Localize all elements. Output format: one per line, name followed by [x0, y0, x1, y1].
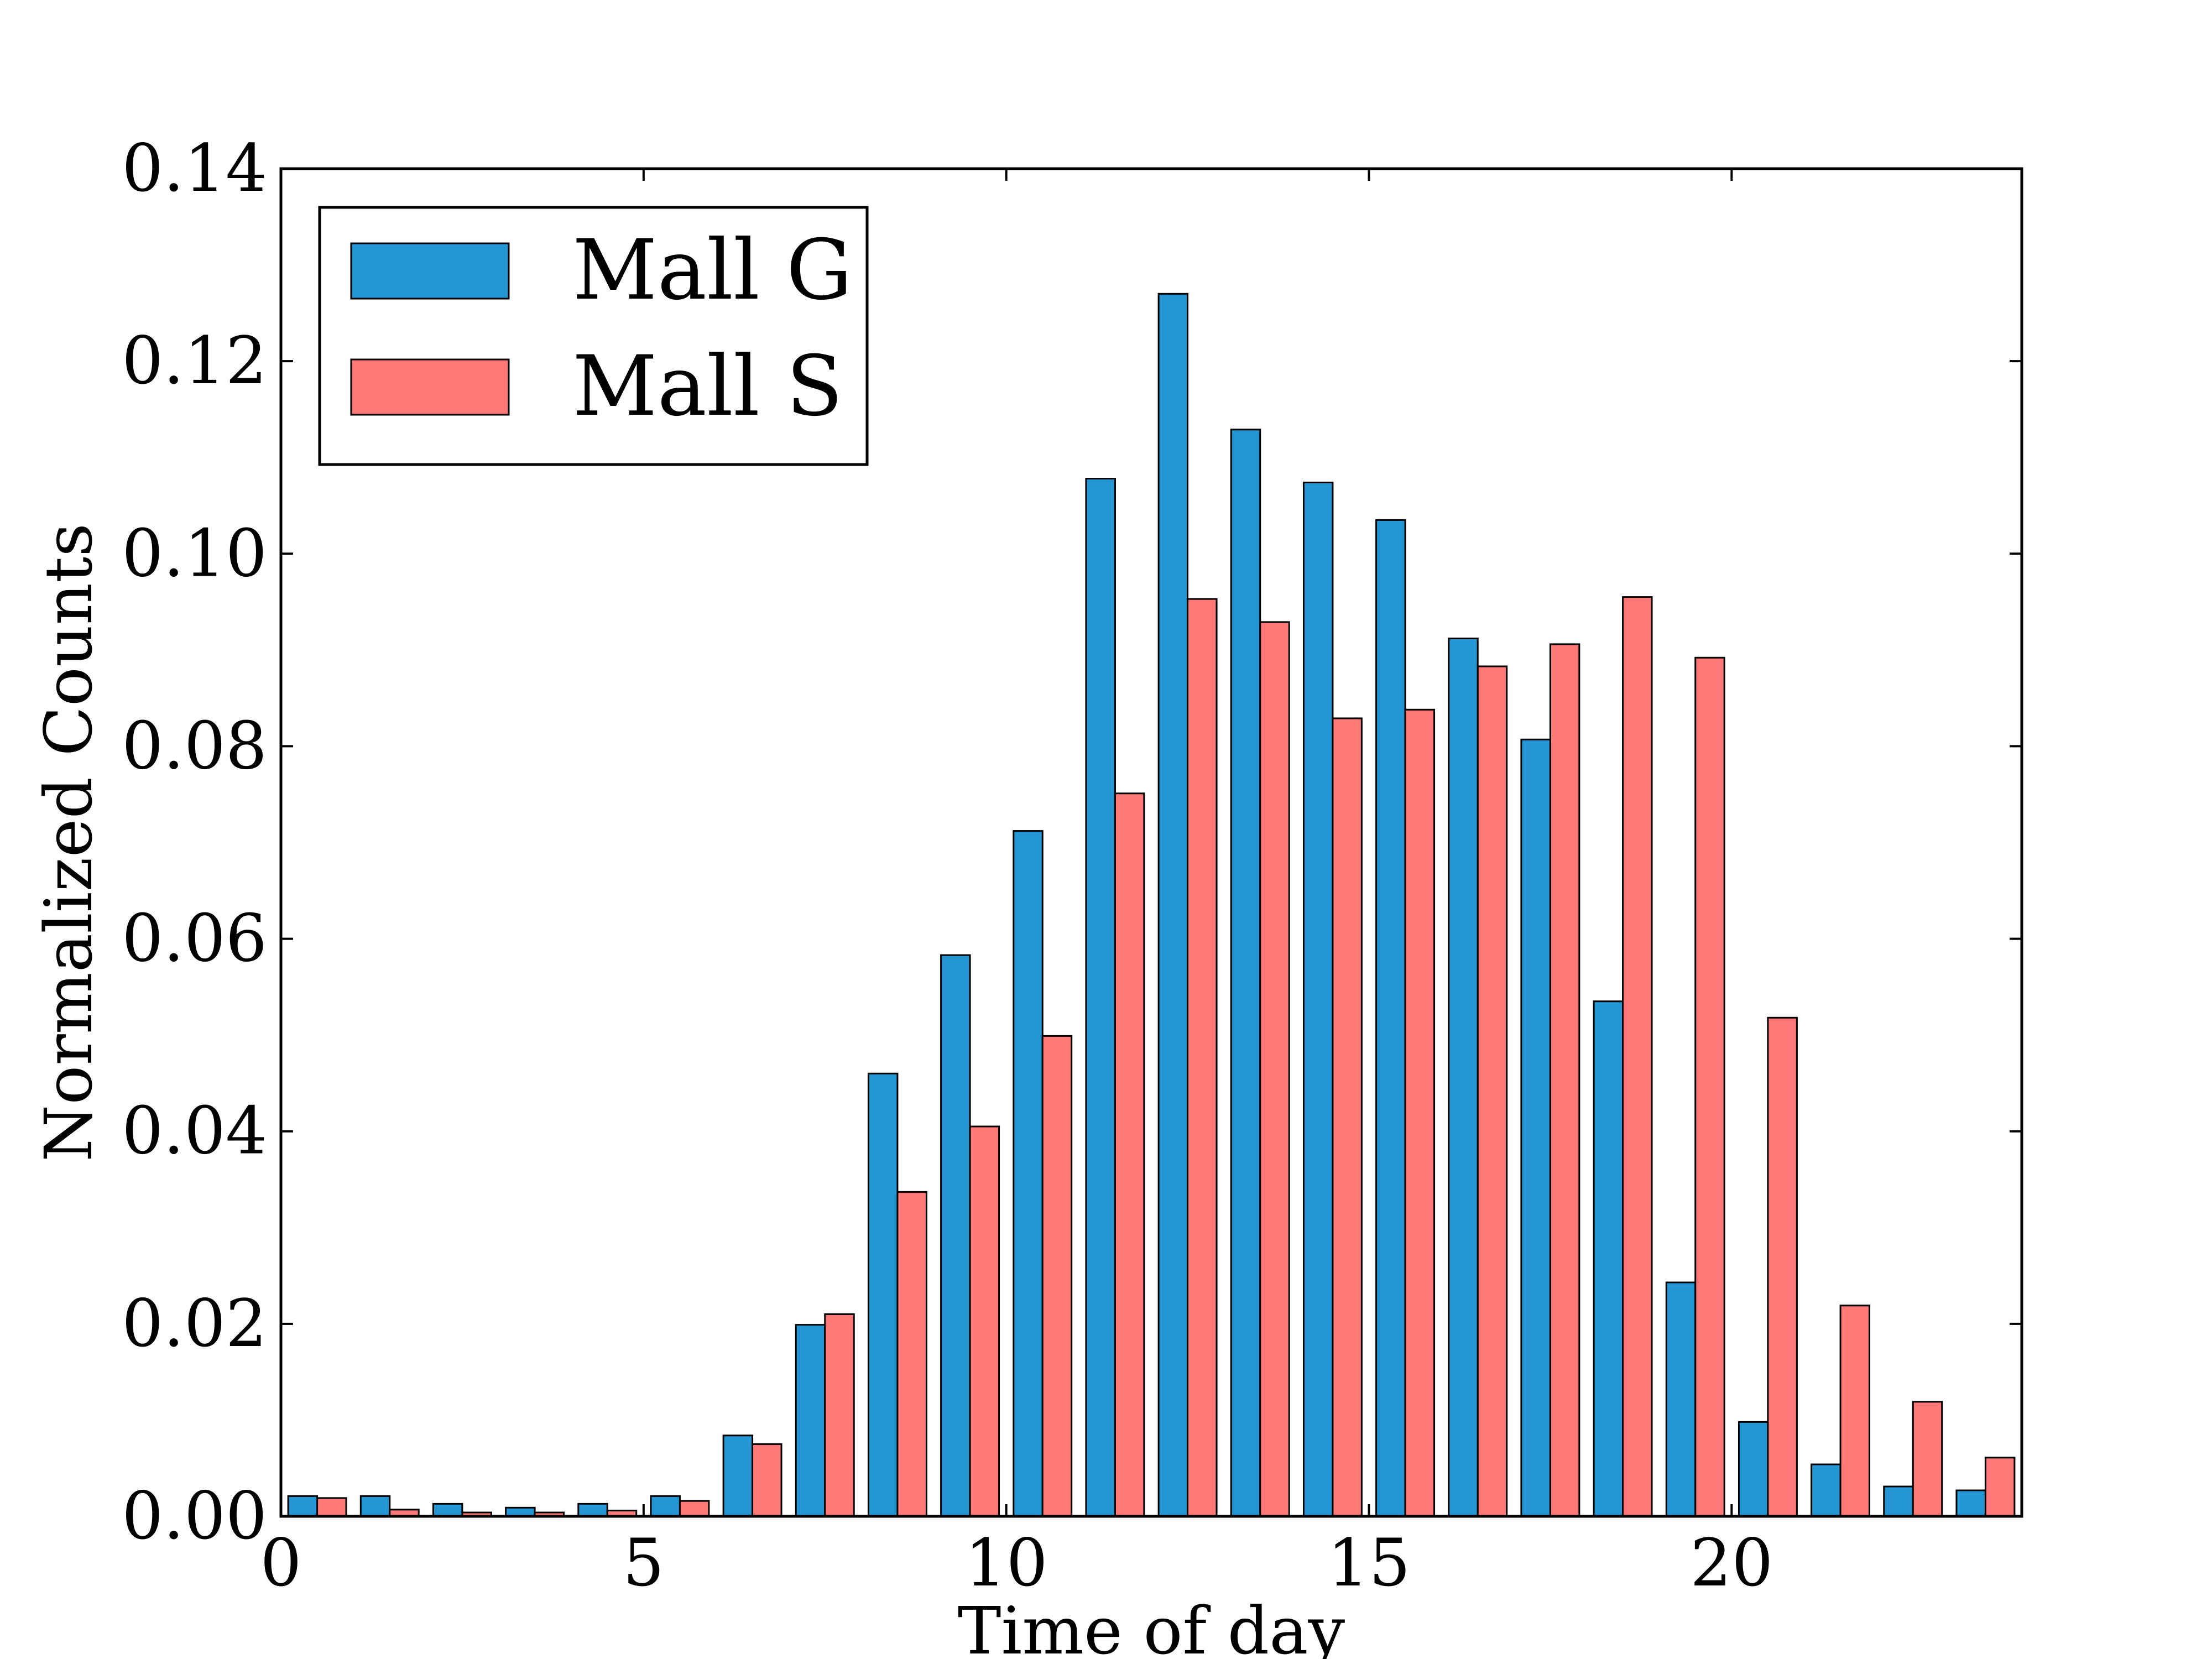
legend-label-mall-g: Mall G: [572, 222, 852, 319]
bar-mall-s-hour-12: [1187, 598, 1218, 1517]
y-tick-label-2: 0.04: [122, 1093, 267, 1169]
y-tick-label-0: 0.00: [122, 1478, 267, 1554]
legend: Mall G Mall S: [318, 206, 869, 466]
bar-mall-s-hour-5: [679, 1500, 710, 1517]
bar-mall-g-hour-21: [1811, 1463, 1841, 1517]
bar-mall-s-hour-8: [896, 1191, 927, 1517]
bar-mall-s-hour-10: [1041, 1035, 1073, 1517]
bar-mall-s-hour-16: [1477, 665, 1508, 1517]
y-tick-label-3: 0.06: [122, 900, 267, 977]
bar-mall-g-hour-17: [1520, 738, 1551, 1517]
y-tick-label-4: 0.08: [122, 707, 267, 784]
bar-mall-s-hour-22: [1912, 1401, 1943, 1517]
legend-swatch-mall-s: [350, 358, 510, 416]
bar-mall-s-hour-18: [1622, 596, 1653, 1517]
bar-mall-g-hour-12: [1157, 293, 1189, 1517]
bar-mall-g-hour-5: [650, 1495, 681, 1517]
bar-mall-g-hour-0: [287, 1495, 319, 1517]
bar-mall-s-hour-6: [752, 1443, 782, 1517]
legend-swatch-mall-g: [350, 242, 510, 300]
bar-mall-g-hour-7: [795, 1324, 826, 1517]
bar-mall-s-hour-13: [1259, 621, 1290, 1517]
bar-mall-s-hour-20: [1767, 1016, 1798, 1517]
bar-mall-g-hour-22: [1883, 1485, 1914, 1517]
bar-mall-g-hour-19: [1665, 1281, 1697, 1517]
x-tick-label-2: 10: [965, 1525, 1048, 1601]
x-tick-label-4: 20: [1690, 1525, 1773, 1601]
bar-mall-s-hour-21: [1839, 1305, 1871, 1517]
bar-mall-g-hour-14: [1302, 481, 1334, 1517]
bar-mall-g-hour-18: [1593, 1000, 1624, 1517]
bar-mall-g-hour-8: [867, 1072, 899, 1517]
bar-mall-s-hour-14: [1332, 717, 1363, 1517]
tick-labels-group: 0 5 10 15 20 0.00 0.02 0.04 0.06 0.08 0.10 0.12 0.14: [122, 130, 1773, 1601]
bar-mall-s-hour-15: [1404, 708, 1436, 1517]
x-tick-label-1: 5: [623, 1525, 664, 1601]
bar-mall-g-hour-2: [432, 1503, 463, 1517]
bar-mall-g-hour-11: [1085, 478, 1116, 1517]
bar-mall-s-hour-9: [969, 1125, 1000, 1517]
bar-mall-g-hour-13: [1230, 429, 1261, 1517]
y-tick-label-6: 0.12: [122, 322, 267, 399]
bar-mall-s-hour-19: [1694, 656, 1725, 1517]
bar-mall-g-hour-9: [940, 954, 971, 1517]
y-axis-label: Normalized Counts: [30, 523, 107, 1162]
bar-mall-g-hour-20: [1738, 1421, 1769, 1517]
bar-mall-g-hour-16: [1448, 637, 1479, 1517]
bar-mall-s-hour-0: [316, 1497, 347, 1517]
bar-mall-s-hour-17: [1549, 643, 1580, 1517]
bar-mall-g-hour-23: [1955, 1489, 1986, 1517]
bar-mall-g-hour-1: [359, 1495, 391, 1517]
plot-frame: [279, 167, 2023, 1518]
bar-mall-g-hour-4: [577, 1503, 608, 1517]
bar-mall-g-hour-10: [1013, 830, 1044, 1517]
y-tick-label-7: 0.14: [122, 130, 267, 206]
bar-mall-s-hour-7: [824, 1313, 855, 1517]
x-tick-label-3: 15: [1327, 1525, 1410, 1601]
y-tick-label-1: 0.02: [122, 1285, 267, 1361]
bar-mall-s-hour-23: [1984, 1457, 2016, 1517]
legend-label-mall-s: Mall S: [572, 338, 843, 435]
y-tick-label-5: 0.10: [122, 515, 267, 591]
bar-mall-g-hour-6: [722, 1434, 754, 1517]
bars-group: [287, 293, 2016, 1517]
bar-mall-g-hour-15: [1375, 519, 1406, 1517]
x-axis-label: Time of day: [958, 1593, 1345, 1659]
bar-mall-s-hour-11: [1114, 792, 1145, 1517]
x-tick-label-0: 0: [260, 1525, 301, 1601]
